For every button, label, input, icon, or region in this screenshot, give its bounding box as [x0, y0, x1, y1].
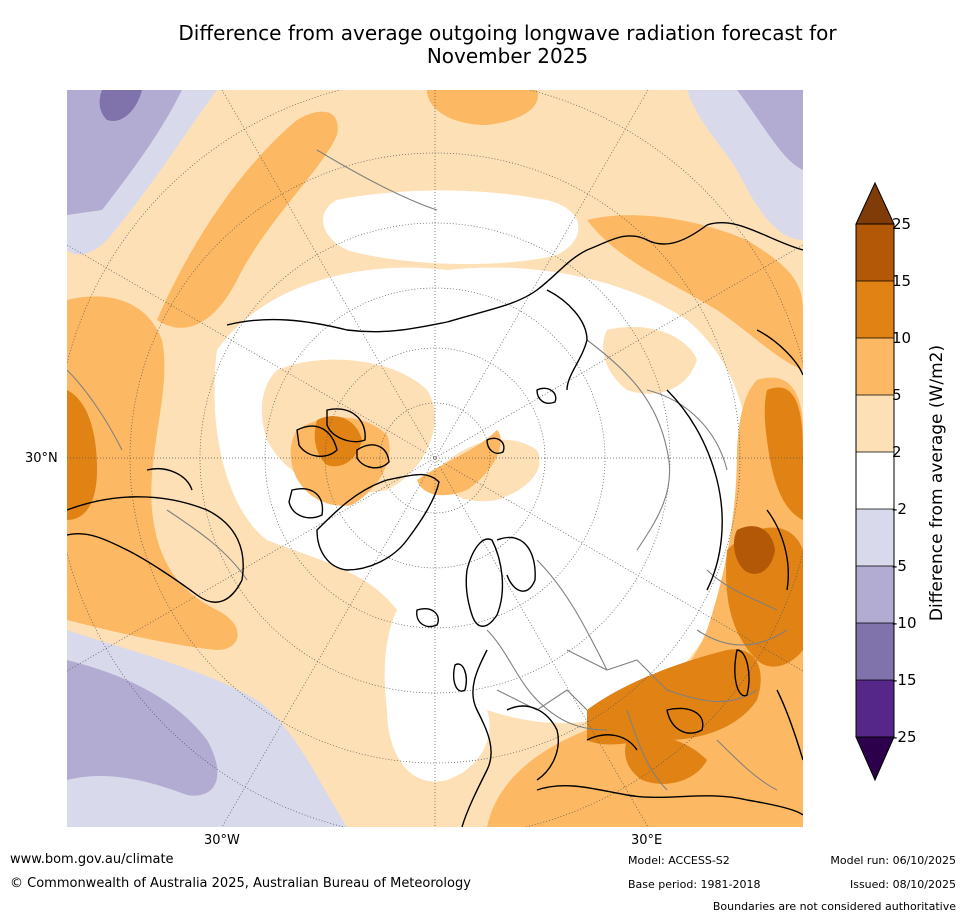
- colorbar-tick: -5: [892, 557, 907, 575]
- colorbar-tick: -25: [892, 728, 917, 746]
- colorbar-tick: -15: [892, 671, 917, 689]
- colorbar: [855, 181, 895, 782]
- colorbar-bin-neg15-neg10: [856, 623, 894, 680]
- colorbar-label: Difference from average (W/m2): [927, 344, 947, 622]
- colorbar-tick: 10: [892, 329, 912, 347]
- footer-model: Model: ACCESS-S2: [628, 854, 730, 867]
- colorbar-tick: 25: [892, 215, 912, 233]
- colorbar-bin-neg5-neg2: [856, 509, 894, 566]
- colorbar-tick: 15: [892, 272, 912, 290]
- colorbar-bin-10-15: [856, 281, 894, 338]
- footer-base-period: Base period: 1981-2018: [628, 878, 761, 891]
- anomaly-10-15-east: [764, 387, 803, 520]
- anomaly-5-10-arc-north: [157, 111, 338, 328]
- greenland-coast: [316, 473, 440, 571]
- lat-label-30n: 30°N: [25, 451, 58, 466]
- footer-model-run: Model run: 06/10/2025: [830, 854, 956, 867]
- title-line-1: Difference from average outgoing longwav…: [178, 21, 837, 45]
- colorbar-tick: -2: [892, 500, 907, 518]
- colorbar-bin-5-10: [856, 338, 894, 395]
- anomaly-10-15-west: [67, 390, 97, 520]
- footer-copyright: © Commonwealth of Australia 2025, Austra…: [10, 876, 471, 891]
- title-line-2: November 2025: [426, 44, 589, 68]
- colorbar-bin-neg25-neg15: [856, 680, 894, 737]
- colorbar-extend-max: [855, 181, 895, 225]
- anomaly-5-10-west: [67, 296, 238, 650]
- lon-label-30e: 30°E: [631, 833, 663, 848]
- footer-disclaimer: Boundaries are not considered authoritat…: [712, 900, 956, 913]
- lon-label-30w: 30°W: [204, 833, 240, 848]
- colorbar-bin-2-5: [856, 395, 894, 452]
- colorbar-tick: 2: [892, 443, 902, 461]
- olr-anomaly-map: [67, 90, 803, 827]
- colorbar-tick: -10: [892, 614, 917, 632]
- colorbar-tick: 5: [892, 386, 902, 404]
- colorbar-bin-neg10-neg5: [856, 566, 894, 623]
- colorbar-bin-neg2-2: [856, 452, 894, 509]
- anomaly-15-25: [733, 526, 775, 574]
- colorbar-bin-15-25: [856, 224, 894, 281]
- colorbar-extend-min: [855, 736, 895, 782]
- chart-title: Difference from average outgoing longwav…: [60, 22, 955, 68]
- scandinavia-coast: [465, 538, 504, 627]
- footer-issued: Issued: 08/10/2025: [849, 878, 956, 891]
- footer-url[interactable]: www.bom.gov.au/climate: [10, 852, 174, 867]
